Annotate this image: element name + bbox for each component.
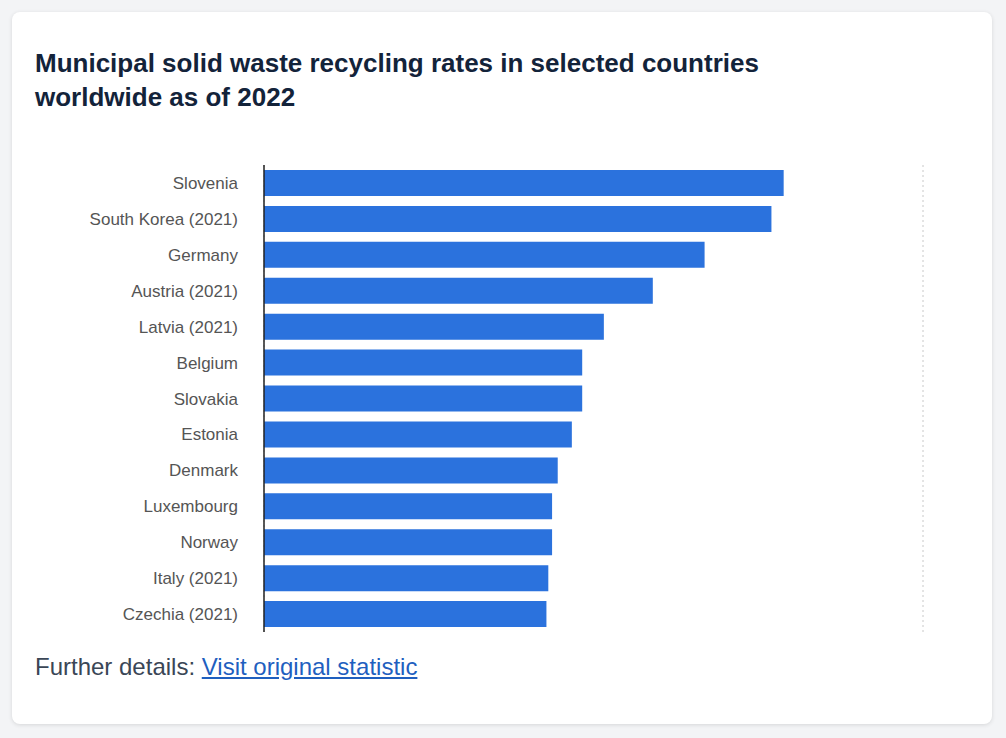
svg-text:South Korea (2021): South Korea (2021) bbox=[90, 210, 238, 229]
svg-text:Slovenia: Slovenia bbox=[173, 174, 239, 193]
svg-text:Austria (2021): Austria (2021) bbox=[131, 282, 238, 301]
svg-text:Belgium: Belgium bbox=[177, 354, 238, 373]
svg-text:Luxembourg: Luxembourg bbox=[143, 497, 238, 516]
html-text:Municipal solid waste recyclin: Municipal solid waste recycling rates in… bbox=[35, 48, 759, 112]
svg-text:Germany: Germany bbox=[168, 246, 238, 265]
svg-text:Slovakia: Slovakia bbox=[174, 390, 239, 409]
svg-text:Italy (2021): Italy (2021) bbox=[153, 569, 238, 588]
svg-text:Denmark: Denmark bbox=[169, 461, 238, 480]
svg-text:Latvia (2021): Latvia (2021) bbox=[139, 318, 238, 337]
svg-text:Estonia: Estonia bbox=[181, 425, 238, 444]
html-text:Further details: Visit origina: Further details: Visit original statisti… bbox=[35, 653, 418, 680]
svg-text:Czechia (2021): Czechia (2021) bbox=[123, 605, 238, 624]
svg-text:Norway: Norway bbox=[180, 533, 238, 552]
